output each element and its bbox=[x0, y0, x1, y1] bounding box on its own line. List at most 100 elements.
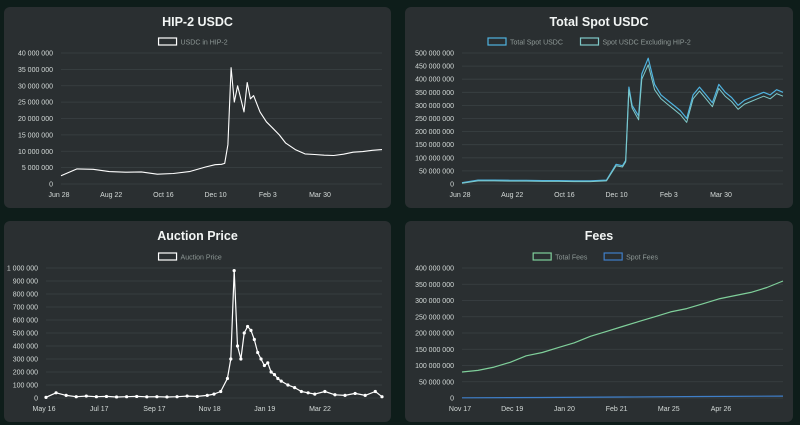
y-tick-label: 350 000 000 bbox=[415, 282, 454, 289]
legend-swatch[interactable] bbox=[579, 37, 600, 46]
data-point[interactable] bbox=[269, 370, 273, 374]
data-point[interactable] bbox=[212, 392, 216, 396]
y-tick-label: 150 000 000 bbox=[415, 142, 454, 149]
data-point[interactable] bbox=[373, 389, 377, 394]
y-tick-label: 700 000 bbox=[13, 305, 38, 312]
data-point[interactable] bbox=[323, 389, 327, 394]
data-point[interactable] bbox=[333, 393, 337, 397]
data-point[interactable] bbox=[185, 394, 189, 398]
y-tick-label: 0 bbox=[450, 182, 454, 189]
series-line[interactable] bbox=[461, 64, 784, 184]
fees-panel: Fees Total Fees Spot Fees 0 50 000 000 100 0… bbox=[405, 221, 793, 422]
data-point[interactable] bbox=[276, 376, 280, 381]
y-tick-label: 40 000 000 bbox=[18, 51, 53, 58]
series-line[interactable] bbox=[60, 67, 383, 177]
series-line[interactable] bbox=[461, 57, 784, 184]
legend-swatch[interactable] bbox=[532, 252, 552, 261]
data-point[interactable] bbox=[252, 337, 256, 342]
legend-label[interactable]: USDC in HIP-2 bbox=[181, 40, 228, 47]
data-point[interactable] bbox=[54, 391, 58, 395]
legend-label[interactable]: Auction Price bbox=[181, 255, 222, 262]
data-point[interactable] bbox=[165, 395, 169, 399]
data-point[interactable] bbox=[286, 383, 290, 387]
data-point[interactable] bbox=[259, 357, 263, 361]
data-point[interactable] bbox=[266, 361, 270, 365]
data-point[interactable] bbox=[262, 363, 266, 368]
y-tick-label: 0 bbox=[34, 396, 38, 403]
data-point[interactable] bbox=[235, 344, 240, 348]
data-point[interactable] bbox=[219, 389, 223, 394]
legend-label[interactable]: Spot USDC Excluding HIP-2 bbox=[603, 40, 691, 47]
legend-label[interactable]: Total Fees bbox=[555, 255, 588, 262]
legend-swatch[interactable] bbox=[157, 37, 178, 46]
data-point[interactable] bbox=[299, 389, 303, 394]
data-point[interactable] bbox=[125, 395, 129, 399]
data-point[interactable] bbox=[232, 269, 236, 273]
data-point[interactable] bbox=[272, 373, 277, 377]
data-point[interactable] bbox=[135, 394, 139, 399]
data-point[interactable] bbox=[205, 393, 209, 397]
data-point[interactable] bbox=[74, 395, 78, 399]
data-point[interactable] bbox=[256, 350, 260, 355]
legend-swatch[interactable] bbox=[487, 37, 507, 46]
data-point[interactable] bbox=[313, 392, 317, 396]
data-point[interactable] bbox=[249, 328, 253, 332]
data-point[interactable] bbox=[380, 395, 384, 399]
y-tick-label: 200 000 000 bbox=[415, 331, 454, 338]
hip2-usdc-chart[interactable]: USDC in HIP-2 0 5 000 000 10 000 000 15 000 … bbox=[4, 7, 391, 208]
legend-label[interactable]: Total Spot USDC bbox=[510, 40, 563, 47]
series-line[interactable] bbox=[461, 280, 784, 373]
x-tick-label: Dec 10 bbox=[205, 192, 227, 199]
x-tick-label: Jan 20 bbox=[554, 406, 575, 413]
legend-label[interactable]: Spot Fees bbox=[626, 255, 658, 262]
x-tick-label: Aug 22 bbox=[501, 192, 523, 199]
data-point[interactable] bbox=[353, 391, 357, 396]
data-point[interactable] bbox=[293, 386, 297, 390]
x-tick-label: Jul 17 bbox=[90, 406, 109, 413]
x-tick-label: Oct 16 bbox=[554, 192, 575, 199]
x-tick-label: Dec 10 bbox=[606, 192, 628, 199]
data-point[interactable] bbox=[279, 379, 283, 383]
y-tick-label: 900 000 bbox=[13, 279, 38, 286]
data-point[interactable] bbox=[229, 357, 233, 361]
x-tick-label: Oct 16 bbox=[153, 192, 174, 199]
data-point[interactable] bbox=[155, 395, 159, 399]
y-tick-label: 800 000 bbox=[13, 292, 38, 299]
y-tick-label: 50 000 000 bbox=[419, 168, 454, 175]
y-tick-label: 100 000 000 bbox=[415, 155, 454, 162]
hip2-usdc-title: HIP-2 USDC bbox=[162, 15, 233, 29]
x-tick-label: May 16 bbox=[33, 406, 56, 413]
data-point[interactable] bbox=[306, 391, 310, 395]
y-tick-label: 1 000 000 bbox=[7, 266, 38, 273]
data-point[interactable] bbox=[242, 331, 246, 335]
y-tick-label: 150 000 000 bbox=[415, 347, 454, 354]
x-tick-label: Dec 19 bbox=[501, 406, 523, 413]
data-point[interactable] bbox=[363, 393, 367, 397]
series-line[interactable] bbox=[461, 395, 784, 399]
fees-chart[interactable]: Total Fees Spot Fees 0 50 000 000 100 000 00… bbox=[405, 221, 793, 422]
data-point[interactable] bbox=[175, 395, 179, 399]
data-point[interactable] bbox=[239, 357, 243, 361]
legend-swatch[interactable] bbox=[157, 252, 178, 261]
data-point[interactable] bbox=[104, 394, 109, 399]
data-point[interactable] bbox=[225, 376, 230, 381]
series-line[interactable] bbox=[45, 269, 383, 398]
x-tick-label: Apr 26 bbox=[711, 406, 732, 413]
y-tick-label: 50 000 000 bbox=[419, 379, 454, 386]
y-tick-label: 600 000 bbox=[13, 318, 38, 325]
data-point[interactable] bbox=[84, 394, 88, 398]
total-spot-usdc-chart[interactable]: Total Spot USDC Spot USDC Excluding HIP-2… bbox=[405, 7, 793, 208]
x-tick-label: Feb 3 bbox=[259, 192, 277, 199]
data-point[interactable] bbox=[195, 394, 199, 399]
data-point[interactable] bbox=[145, 395, 149, 399]
y-tick-label: 300 000 000 bbox=[415, 298, 454, 305]
data-point[interactable] bbox=[114, 395, 119, 399]
auction-price-chart[interactable]: Auction Price 0 100 000 200 000 300 000 400 0… bbox=[4, 221, 391, 422]
data-point[interactable] bbox=[343, 393, 347, 397]
data-point[interactable] bbox=[246, 324, 250, 329]
data-point[interactable] bbox=[44, 395, 48, 399]
data-point[interactable] bbox=[64, 393, 68, 397]
legend-swatch[interactable] bbox=[603, 252, 623, 261]
data-point[interactable] bbox=[94, 395, 98, 399]
x-tick-label: Mar 25 bbox=[658, 406, 680, 413]
